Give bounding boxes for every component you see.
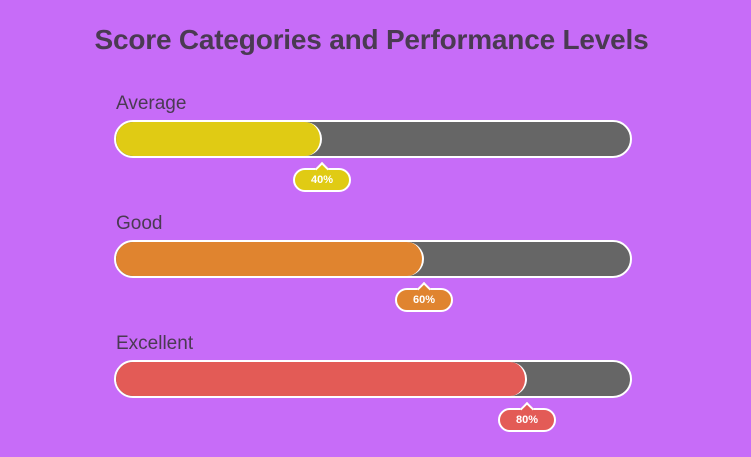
- value-label-tag: 60%: [395, 281, 453, 312]
- category-label: Excellent: [116, 333, 194, 354]
- value-label-text: 60%: [412, 294, 436, 306]
- progress-row-good: Good 60%: [114, 213, 632, 330]
- value-label-tag: 80%: [498, 401, 556, 432]
- progress-track: [114, 240, 632, 278]
- progress-track: [114, 120, 632, 158]
- category-label: Average: [116, 93, 187, 114]
- value-label-text: 40%: [310, 174, 334, 186]
- progress-fill-bar: [116, 122, 322, 156]
- progress-fill-bar: [116, 242, 424, 276]
- progress-row-excellent: Excellent 80%: [114, 333, 632, 450]
- progress-row-average: Average 40%: [114, 93, 632, 210]
- value-label-text: 80%: [515, 414, 539, 426]
- progress-fill-bar: [116, 362, 527, 396]
- category-label: Good: [116, 213, 163, 234]
- progress-track: [114, 360, 632, 398]
- value-label-tag: 40%: [293, 161, 351, 192]
- chart-title: Score Categories and Performance Levels: [94, 24, 649, 55]
